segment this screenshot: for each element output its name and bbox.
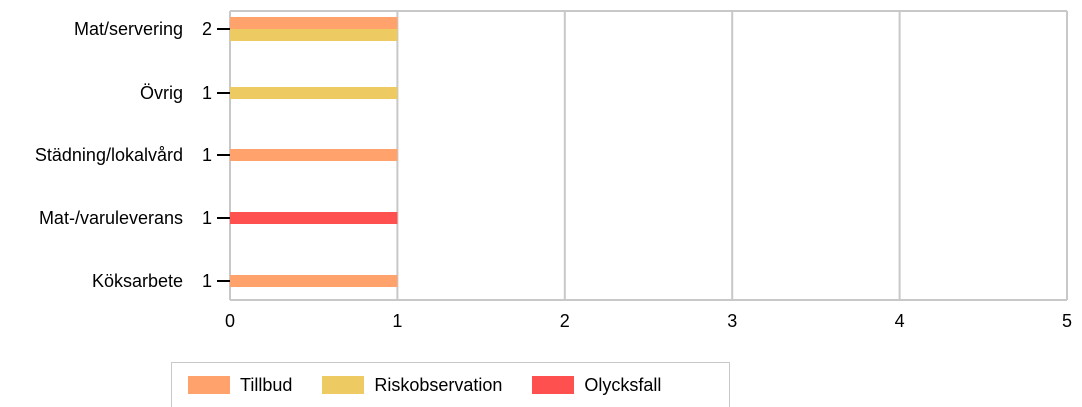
x-tick-label-2: 2	[560, 311, 570, 331]
legend-item-olycksfall[interactable]: Olycksfall	[532, 375, 661, 396]
y-category-label-0: Mat/servering	[74, 19, 183, 39]
bar-tillbud-2	[230, 149, 398, 161]
y-total-label-0: 2	[202, 19, 212, 39]
x-tick-label-5: 5	[1062, 311, 1072, 331]
legend-label-olycksfall: Olycksfall	[584, 374, 662, 395]
y-category-label-1: Övrig	[140, 83, 183, 103]
bar-riskobservation-1	[230, 87, 398, 99]
bar-tillbud-4	[230, 275, 398, 287]
bar-olycksfall-3	[230, 212, 398, 224]
legend-item-riskobservation[interactable]: Riskobservation	[322, 375, 502, 396]
legend-label-tillbud: Tillbud	[240, 374, 293, 395]
x-tick-label-0: 0	[225, 311, 235, 331]
legend-swatch-riskobservation	[322, 376, 365, 394]
y-total-label-2: 1	[202, 145, 212, 165]
x-tick-label-1: 1	[392, 311, 402, 331]
y-total-label-3: 1	[202, 208, 212, 228]
y-category-label-2: Städning/lokalvård	[35, 145, 183, 165]
x-tick-label-3: 3	[727, 311, 737, 331]
y-category-label-3: Mat-/varuleverans	[39, 208, 183, 228]
bar-tillbud-0	[230, 17, 398, 29]
legend-item-tillbud[interactable]: Tillbud	[188, 375, 292, 396]
legend-swatch-tillbud	[188, 376, 230, 394]
legend-swatch-olycksfall	[532, 376, 575, 394]
y-total-label-1: 1	[202, 83, 212, 103]
y-category-label-4: Köksarbete	[92, 271, 183, 291]
bar-riskobservation-0	[230, 29, 398, 41]
y-total-label-4: 1	[202, 271, 212, 291]
x-tick-label-4: 4	[895, 311, 905, 331]
legend: Tillbud Riskobservation Olycksfall	[171, 362, 730, 407]
legend-label-riskobservation: Riskobservation	[374, 374, 503, 395]
